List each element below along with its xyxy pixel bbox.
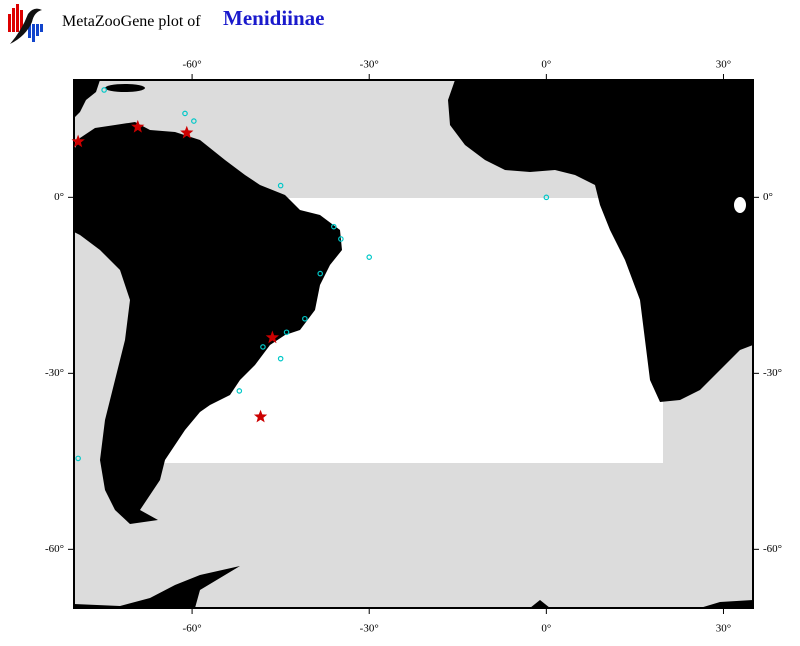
antarctica	[74, 566, 753, 608]
x-tick-label: -60°	[183, 623, 202, 635]
record-circle	[366, 254, 373, 260]
cuba	[105, 84, 145, 92]
x-tick-label: -30°	[360, 623, 379, 635]
record-star	[265, 330, 279, 344]
x-tick-label: 0°	[541, 623, 551, 635]
lake	[734, 197, 746, 213]
y-tick-label: 0°	[763, 191, 773, 203]
record-circle	[236, 388, 243, 394]
y-tick-label: -30°	[45, 367, 64, 379]
record-star	[180, 125, 194, 139]
y-tick-label: -60°	[45, 543, 64, 555]
record-circle	[543, 194, 550, 201]
record-circle	[75, 455, 81, 462]
record-circle	[283, 329, 290, 336]
x-tick-label: 0°	[541, 59, 551, 71]
record-star	[131, 119, 145, 133]
south-america	[74, 122, 342, 524]
record-circle	[277, 182, 284, 189]
central-america	[74, 80, 100, 118]
x-tick-label: -60°	[183, 59, 202, 71]
africa	[448, 80, 753, 402]
frame	[73, 79, 754, 609]
title-taxon: Menidiinae	[223, 6, 325, 30]
title-prefix: MetaZooGene plot of	[62, 13, 201, 30]
record-circle	[317, 270, 324, 277]
logo	[8, 4, 43, 45]
y-tick-label: 0°	[54, 191, 64, 203]
record-circle	[330, 223, 337, 230]
record-circle	[338, 236, 344, 242]
y-tick-label: -60°	[763, 543, 782, 555]
record-circle	[277, 355, 284, 362]
record-circle	[191, 118, 197, 124]
x-tick-label: 30°	[716, 623, 731, 635]
record-circle	[302, 315, 308, 322]
y-tick-label: -30°	[763, 367, 782, 379]
record-circle	[260, 344, 266, 350]
record-circle	[101, 87, 107, 93]
x-tick-label: 30°	[716, 59, 731, 71]
map	[73, 79, 754, 609]
record-star	[71, 134, 85, 148]
x-tick-label: -30°	[360, 59, 379, 71]
record-star	[253, 409, 268, 423]
record-circle	[182, 110, 188, 117]
